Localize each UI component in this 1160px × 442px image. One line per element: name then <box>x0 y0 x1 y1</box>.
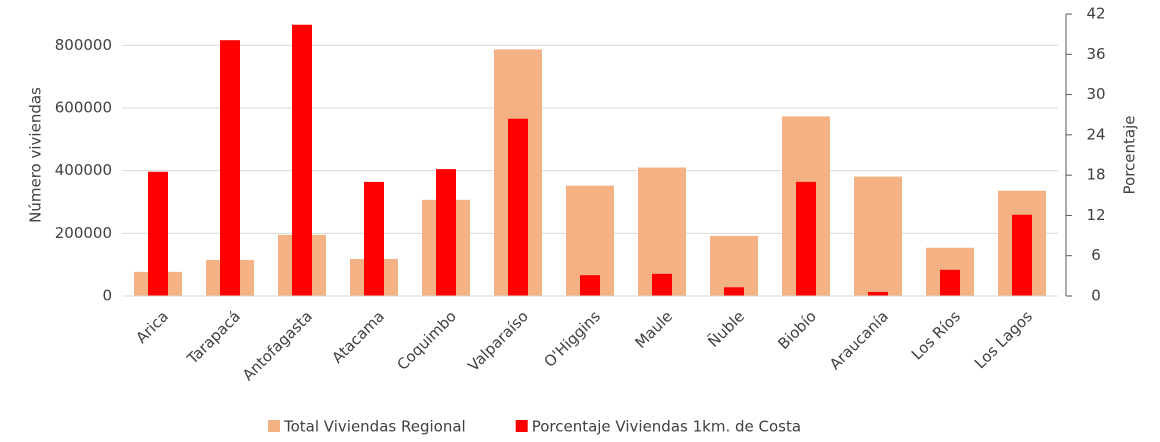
x-tick-label: Araucanía <box>826 307 892 373</box>
bar <box>364 181 384 296</box>
y2-tick-label: 36 <box>1086 45 1105 63</box>
bar <box>436 169 456 296</box>
bar <box>652 273 672 296</box>
legend-swatch <box>515 420 528 432</box>
x-tick-label: Los Lagos <box>971 307 1036 372</box>
y-tick-label: 400000 <box>55 161 112 179</box>
bar <box>220 40 240 296</box>
legend-label: Porcentaje Viviendas 1km. de Costa <box>532 418 801 436</box>
bar <box>580 275 600 296</box>
bar <box>868 291 888 296</box>
bar <box>148 171 168 296</box>
bar <box>508 118 528 296</box>
x-tick-label: Ñuble <box>704 307 748 351</box>
bar <box>710 235 758 296</box>
x-tick-label: Arica <box>132 307 172 347</box>
x-tick-label: Valparaíso <box>464 307 532 375</box>
y-tick-label: 200000 <box>55 224 112 242</box>
y2-tick-label: 30 <box>1086 85 1105 103</box>
y2-tick-label: 6 <box>1091 246 1101 264</box>
x-tick-label: Los Ríos <box>908 307 964 363</box>
y2-tick-label: 42 <box>1086 5 1105 23</box>
bar <box>724 287 744 296</box>
x-tick-label: Antofagasta <box>239 307 316 384</box>
bar <box>1012 214 1032 296</box>
bar <box>854 176 902 296</box>
bar <box>796 181 816 296</box>
y2-tick-label: 24 <box>1086 125 1105 143</box>
y-tick-label: 600000 <box>55 99 112 117</box>
legend-swatch <box>268 420 280 432</box>
x-tick-label: O'Higgins <box>540 307 604 371</box>
y2-tick-label: 12 <box>1086 206 1105 224</box>
y2-tick-label: 0 <box>1091 287 1101 305</box>
bar <box>940 269 960 296</box>
x-tick-label: Maule <box>631 307 676 352</box>
y-tick-label: 0 <box>102 287 112 305</box>
legend-label: Total Viviendas Regional <box>283 418 466 436</box>
y-tick-label: 800000 <box>55 36 112 54</box>
y2-axis-title: Porcentaje <box>1121 116 1139 195</box>
x-tick-label: Biobío <box>774 307 820 353</box>
y-axis-title: Número viviendas <box>27 87 45 223</box>
x-tick-label: Atacama <box>328 307 388 367</box>
bar <box>292 24 312 296</box>
x-tick-label: Tarapacá <box>183 307 244 368</box>
x-tick-label: Coquimbo <box>393 307 460 374</box>
y2-tick-label: 18 <box>1086 166 1105 184</box>
